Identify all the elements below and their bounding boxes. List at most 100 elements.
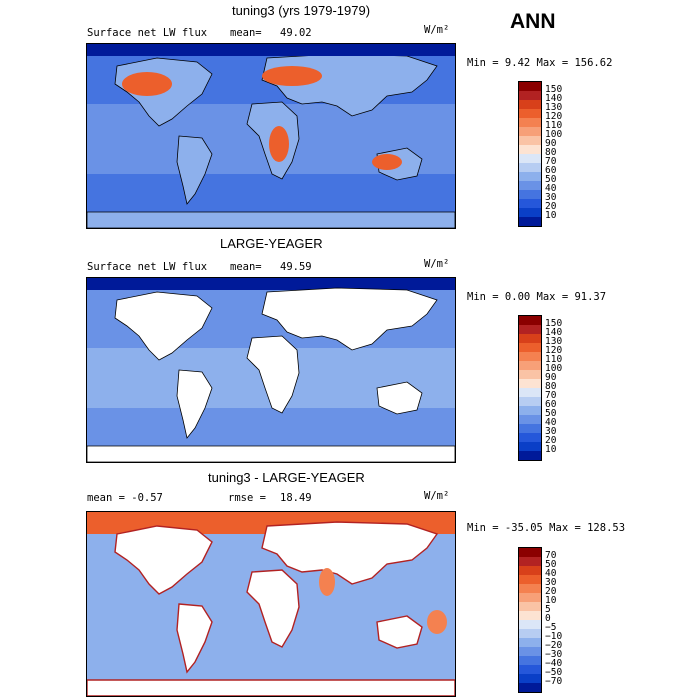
colorbar-tick-label: 150 [545,318,563,329]
panel-title: tuning3 (yrs 1979-1979) [232,3,371,18]
continent-outline [261,287,438,351]
continent-outline [176,135,213,205]
colorbar-swatch [519,415,541,424]
colorbar-swatch [519,674,541,683]
colorbar-tick-label: −40 [545,658,563,669]
colorbar-tick-label: 40 [545,417,557,428]
colorbar-swatch [519,602,541,611]
map-panel-3 [86,511,456,697]
colorbar-tick-label: 100 [545,363,563,374]
colorbar-tick-label: 0 [545,613,551,624]
continent-outline [376,381,423,415]
colorbar-swatch [519,208,541,217]
field-label: Surface net LW flux [87,261,208,273]
map-panel-1 [86,43,456,229]
colorbar-tick-label: 70 [545,390,557,401]
continent-outline [376,615,423,649]
units-label: W/m² [424,490,450,502]
colorbar-swatch [519,190,541,199]
continent-outline [87,679,455,696]
colorbar-swatch [519,127,541,136]
colorbar-tick-label: 50 [545,559,557,570]
colorbar-tick-label: 60 [545,399,557,410]
colorbar-swatch [519,217,541,226]
colorbar-swatch [519,406,541,415]
colorbar-tick-label: 40 [545,568,557,579]
colorbar-tick-label: 30 [545,577,557,588]
colorbar-swatch [519,442,541,451]
colorbar-swatch [519,370,541,379]
colorbar-2 [518,315,542,461]
mean-label: mean= [230,261,262,273]
colorbar-swatch [519,557,541,566]
colorbar-tick-label: −30 [545,649,563,660]
colorbar-swatch [519,575,541,584]
colorbar-swatch [519,343,541,352]
colorbar-tick-label: 110 [545,120,563,131]
colorbar-swatch [519,118,541,127]
colorbar-swatch [519,566,541,575]
colorbar-swatch [519,451,541,460]
rmse-value: 18.49 [280,492,312,504]
colorbar-tick-label: 140 [545,327,563,338]
range-text: Min = 0.00 Max = 91.37 [467,291,607,303]
high-flux-region [262,66,322,86]
colorbar-tick-label: 70 [545,156,557,167]
range-text: Min = -35.05 Max = 128.53 [467,522,626,534]
colorbar-swatch [519,109,541,118]
continent-outline [261,521,439,585]
upwelling-region [427,610,447,634]
colorbar-tick-label: −50 [545,667,563,678]
colorbar-tick-label: 120 [545,345,563,356]
colorbar-swatch [519,656,541,665]
colorbar-swatch [519,620,541,629]
colorbar-tick-label: 50 [545,408,557,419]
mean-value: 49.59 [280,261,312,273]
colorbar-swatch [519,91,541,100]
high-flux-region [269,126,289,162]
colorbar-swatch [519,611,541,620]
colorbar-swatch [519,388,541,397]
colorbar-tick-label: 80 [545,381,557,392]
colorbar-swatch [519,163,541,172]
colorbar-swatch [519,361,541,370]
colorbar-swatch [519,379,541,388]
colorbar-swatch [519,181,541,190]
colorbar-swatch [519,145,541,154]
polar-field [87,278,455,290]
colorbar-tick-label: 120 [545,111,563,122]
colorbar-3 [518,547,542,693]
colorbar-tick-label: 5 [545,604,551,615]
colorbar-swatch [519,82,541,91]
colorbar-swatch [519,316,541,325]
polar-field [87,44,455,56]
colorbar-swatch [519,629,541,638]
colorbar-swatch [519,136,541,145]
colorbar-1 [518,81,542,227]
colorbar-tick-label: 20 [545,435,557,446]
continent-outline [176,603,213,674]
range-text: Min = 9.42 Max = 156.62 [467,57,613,69]
continent-outline [114,525,213,595]
units-label: W/m² [424,258,450,270]
colorbar-tick-label: 40 [545,183,557,194]
colorbar-tick-label: 30 [545,426,557,437]
colorbar-tick-label: 110 [545,354,563,365]
units-label: W/m² [424,24,450,36]
colorbar-swatch [519,172,541,181]
field-label: Surface net LW flux [87,27,208,39]
colorbar-swatch [519,154,541,163]
colorbar-swatch [519,548,541,557]
colorbar-swatch [519,334,541,343]
upwelling-region [319,568,335,596]
continent-outline [114,291,213,361]
colorbar-swatch [519,647,541,656]
colorbar-tick-label: 60 [545,165,557,176]
season-label: ANN [510,10,556,33]
colorbar-swatch [519,638,541,647]
map-panel-2 [86,277,456,463]
colorbar-swatch [519,433,541,442]
high-flux-region [372,154,402,170]
continent-outline [87,211,455,228]
colorbar-swatch [519,593,541,602]
